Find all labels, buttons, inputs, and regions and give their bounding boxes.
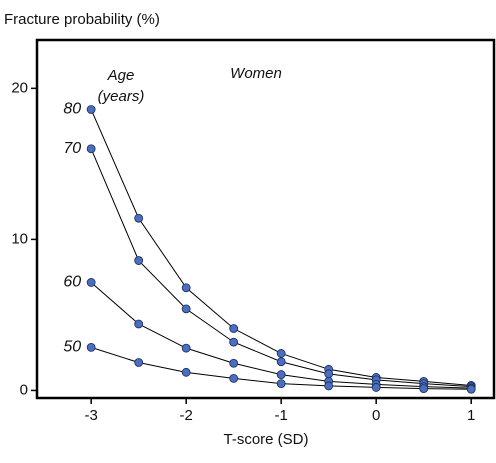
data-point bbox=[229, 337, 239, 347]
data-point bbox=[229, 358, 239, 368]
data-point bbox=[181, 304, 191, 314]
data-point bbox=[86, 342, 96, 352]
y-tick-label: 10 bbox=[11, 230, 28, 247]
data-point bbox=[276, 370, 286, 379]
data-point bbox=[181, 367, 191, 377]
x-axis-label: T-score (SD) bbox=[223, 431, 308, 448]
series-label: 50 bbox=[63, 339, 81, 356]
plot-frame bbox=[35, 38, 496, 400]
data-point bbox=[324, 381, 334, 391]
data-point bbox=[181, 343, 191, 353]
data-point bbox=[371, 383, 381, 392]
x-tick-label: -1 bbox=[275, 407, 288, 424]
data-point bbox=[86, 105, 96, 114]
annotation: Age bbox=[107, 67, 135, 84]
data-point bbox=[276, 349, 286, 358]
data-point bbox=[324, 369, 334, 379]
data-point bbox=[229, 324, 239, 333]
y-tick-label: 0 bbox=[20, 381, 28, 398]
chart-title: Fracture probability (%) bbox=[4, 11, 160, 28]
data-point bbox=[134, 319, 144, 329]
series-label: 70 bbox=[63, 140, 81, 157]
x-tick-label: -2 bbox=[179, 407, 192, 424]
data-point bbox=[276, 379, 286, 389]
annotation: (years) bbox=[98, 88, 145, 105]
data-point bbox=[229, 373, 239, 383]
data-point bbox=[466, 384, 476, 394]
annotation: Women bbox=[230, 65, 282, 82]
data-point bbox=[86, 144, 96, 154]
x-tick-label: 1 bbox=[467, 407, 475, 424]
data-point bbox=[134, 256, 144, 265]
series-label: 80 bbox=[63, 101, 81, 118]
x-tick-label: 0 bbox=[372, 407, 380, 424]
y-tick-label: 20 bbox=[11, 79, 28, 96]
data-point bbox=[134, 358, 144, 367]
series-line bbox=[90, 109, 472, 386]
series-label: 60 bbox=[63, 274, 81, 291]
data-point bbox=[181, 283, 191, 293]
data-point bbox=[134, 213, 144, 223]
data-point bbox=[276, 357, 286, 367]
x-tick-label: -3 bbox=[84, 407, 97, 424]
data-point bbox=[86, 278, 96, 287]
data-point bbox=[419, 384, 429, 394]
